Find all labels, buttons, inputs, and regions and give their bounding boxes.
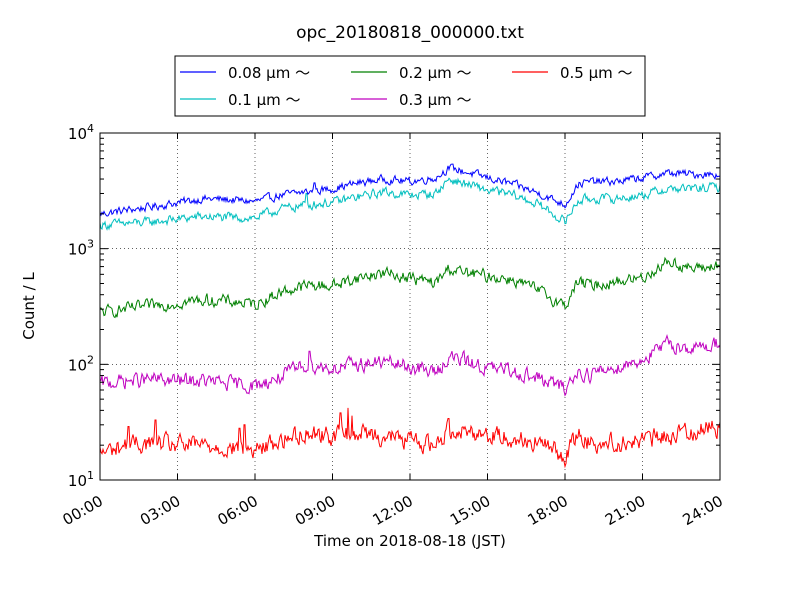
chart-title: opc_20180818_000000.txt — [296, 23, 524, 43]
y-tick-label: 104 — [68, 122, 94, 143]
y-tick-label: 103 — [68, 238, 94, 259]
series-layer — [99, 163, 721, 469]
x-axis-label: Time on 2018-08-18 (JST) — [313, 532, 506, 550]
legend-label: 0.5 μm ～ — [560, 64, 633, 82]
y-axis-label: Count / L — [20, 272, 38, 340]
legend-label: 0.3 μm ～ — [399, 91, 472, 109]
series-line-2 — [99, 256, 721, 319]
series-line-4 — [99, 407, 721, 469]
legend-label: 0.1 μm ～ — [228, 91, 301, 109]
y-tick-label: 102 — [68, 353, 94, 374]
series-line-1 — [99, 177, 721, 231]
y-tick-label: 101 — [68, 469, 94, 490]
series-line-0 — [99, 163, 721, 217]
legend: 0.08 μm ～ 0.1 μm ～ 0.2 μm ～ 0.3 μm ～ 0.5 μm … — [174, 55, 646, 117]
legend-label: 0.2 μm ～ — [399, 64, 472, 82]
series-line-3 — [99, 334, 721, 397]
grid — [100, 133, 720, 480]
y-axis: 101 102 103 104 — [68, 122, 720, 490]
legend-box — [174, 55, 646, 117]
legend-label: 0.08 μm ～ — [228, 64, 310, 82]
